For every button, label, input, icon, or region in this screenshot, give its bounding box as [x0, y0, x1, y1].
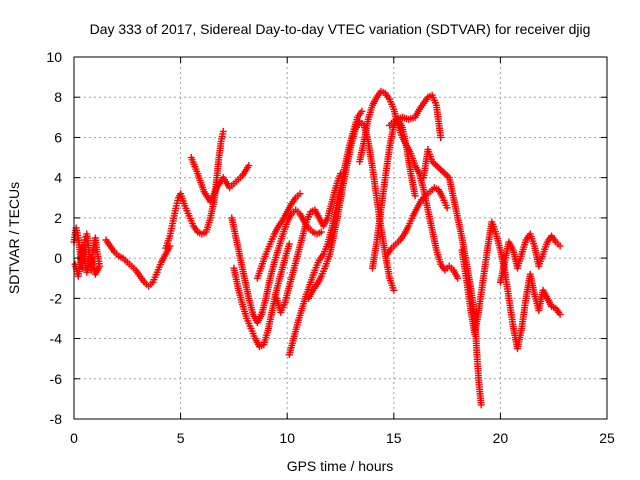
data-point — [285, 240, 293, 248]
data-point — [390, 286, 398, 294]
x-tick-label: 5 — [177, 430, 185, 446]
chart-title: Day 333 of 2017, Sidereal Day-to-day VTE… — [90, 21, 591, 37]
data-point — [477, 401, 485, 409]
data-point — [440, 169, 448, 177]
x-tick-label: 0 — [70, 430, 78, 446]
y-tick-label: -6 — [50, 371, 63, 387]
data-point — [432, 161, 440, 169]
data-point — [433, 162, 441, 170]
x-tick-label: 20 — [493, 430, 509, 446]
y-tick-label: 6 — [54, 129, 62, 145]
plot-frame — [73, 56, 608, 420]
x-tick-label: 25 — [599, 430, 615, 446]
data-point — [438, 167, 446, 175]
data-point — [556, 310, 564, 318]
data-point — [556, 242, 564, 250]
data-point — [358, 107, 366, 115]
y-tick-label: -2 — [50, 290, 63, 306]
data-point — [71, 260, 79, 268]
y-tick-label: 10 — [46, 49, 62, 65]
y-tick-label: 0 — [54, 250, 62, 266]
data-point — [442, 170, 450, 178]
data-point — [443, 204, 451, 212]
data-point — [296, 190, 304, 198]
data-point — [437, 133, 445, 141]
x-tick-label: 15 — [386, 430, 402, 446]
data-marks — [70, 87, 564, 409]
data-point — [317, 228, 325, 236]
data-point — [435, 164, 443, 172]
y-tick-label: -4 — [50, 331, 63, 347]
x-axis-label: GPS time / hours — [287, 458, 394, 474]
y-axis-label: SDTVAR / TECUs — [6, 182, 22, 294]
y-tick-label: -8 — [50, 411, 63, 427]
data-point — [411, 192, 419, 200]
data-point — [454, 274, 462, 282]
data-point — [245, 162, 253, 170]
tick-labels: 0 5 10 15 20 25 -8 -6 -4 -2 0 2 4 6 8 10 — [46, 49, 615, 446]
y-tick-label: 8 — [54, 89, 62, 105]
data-point — [437, 166, 445, 174]
y-tick-label: 2 — [54, 210, 62, 226]
x-tick-label: 10 — [279, 430, 295, 446]
y-tick-label: 4 — [54, 170, 62, 186]
data-point — [219, 127, 227, 135]
